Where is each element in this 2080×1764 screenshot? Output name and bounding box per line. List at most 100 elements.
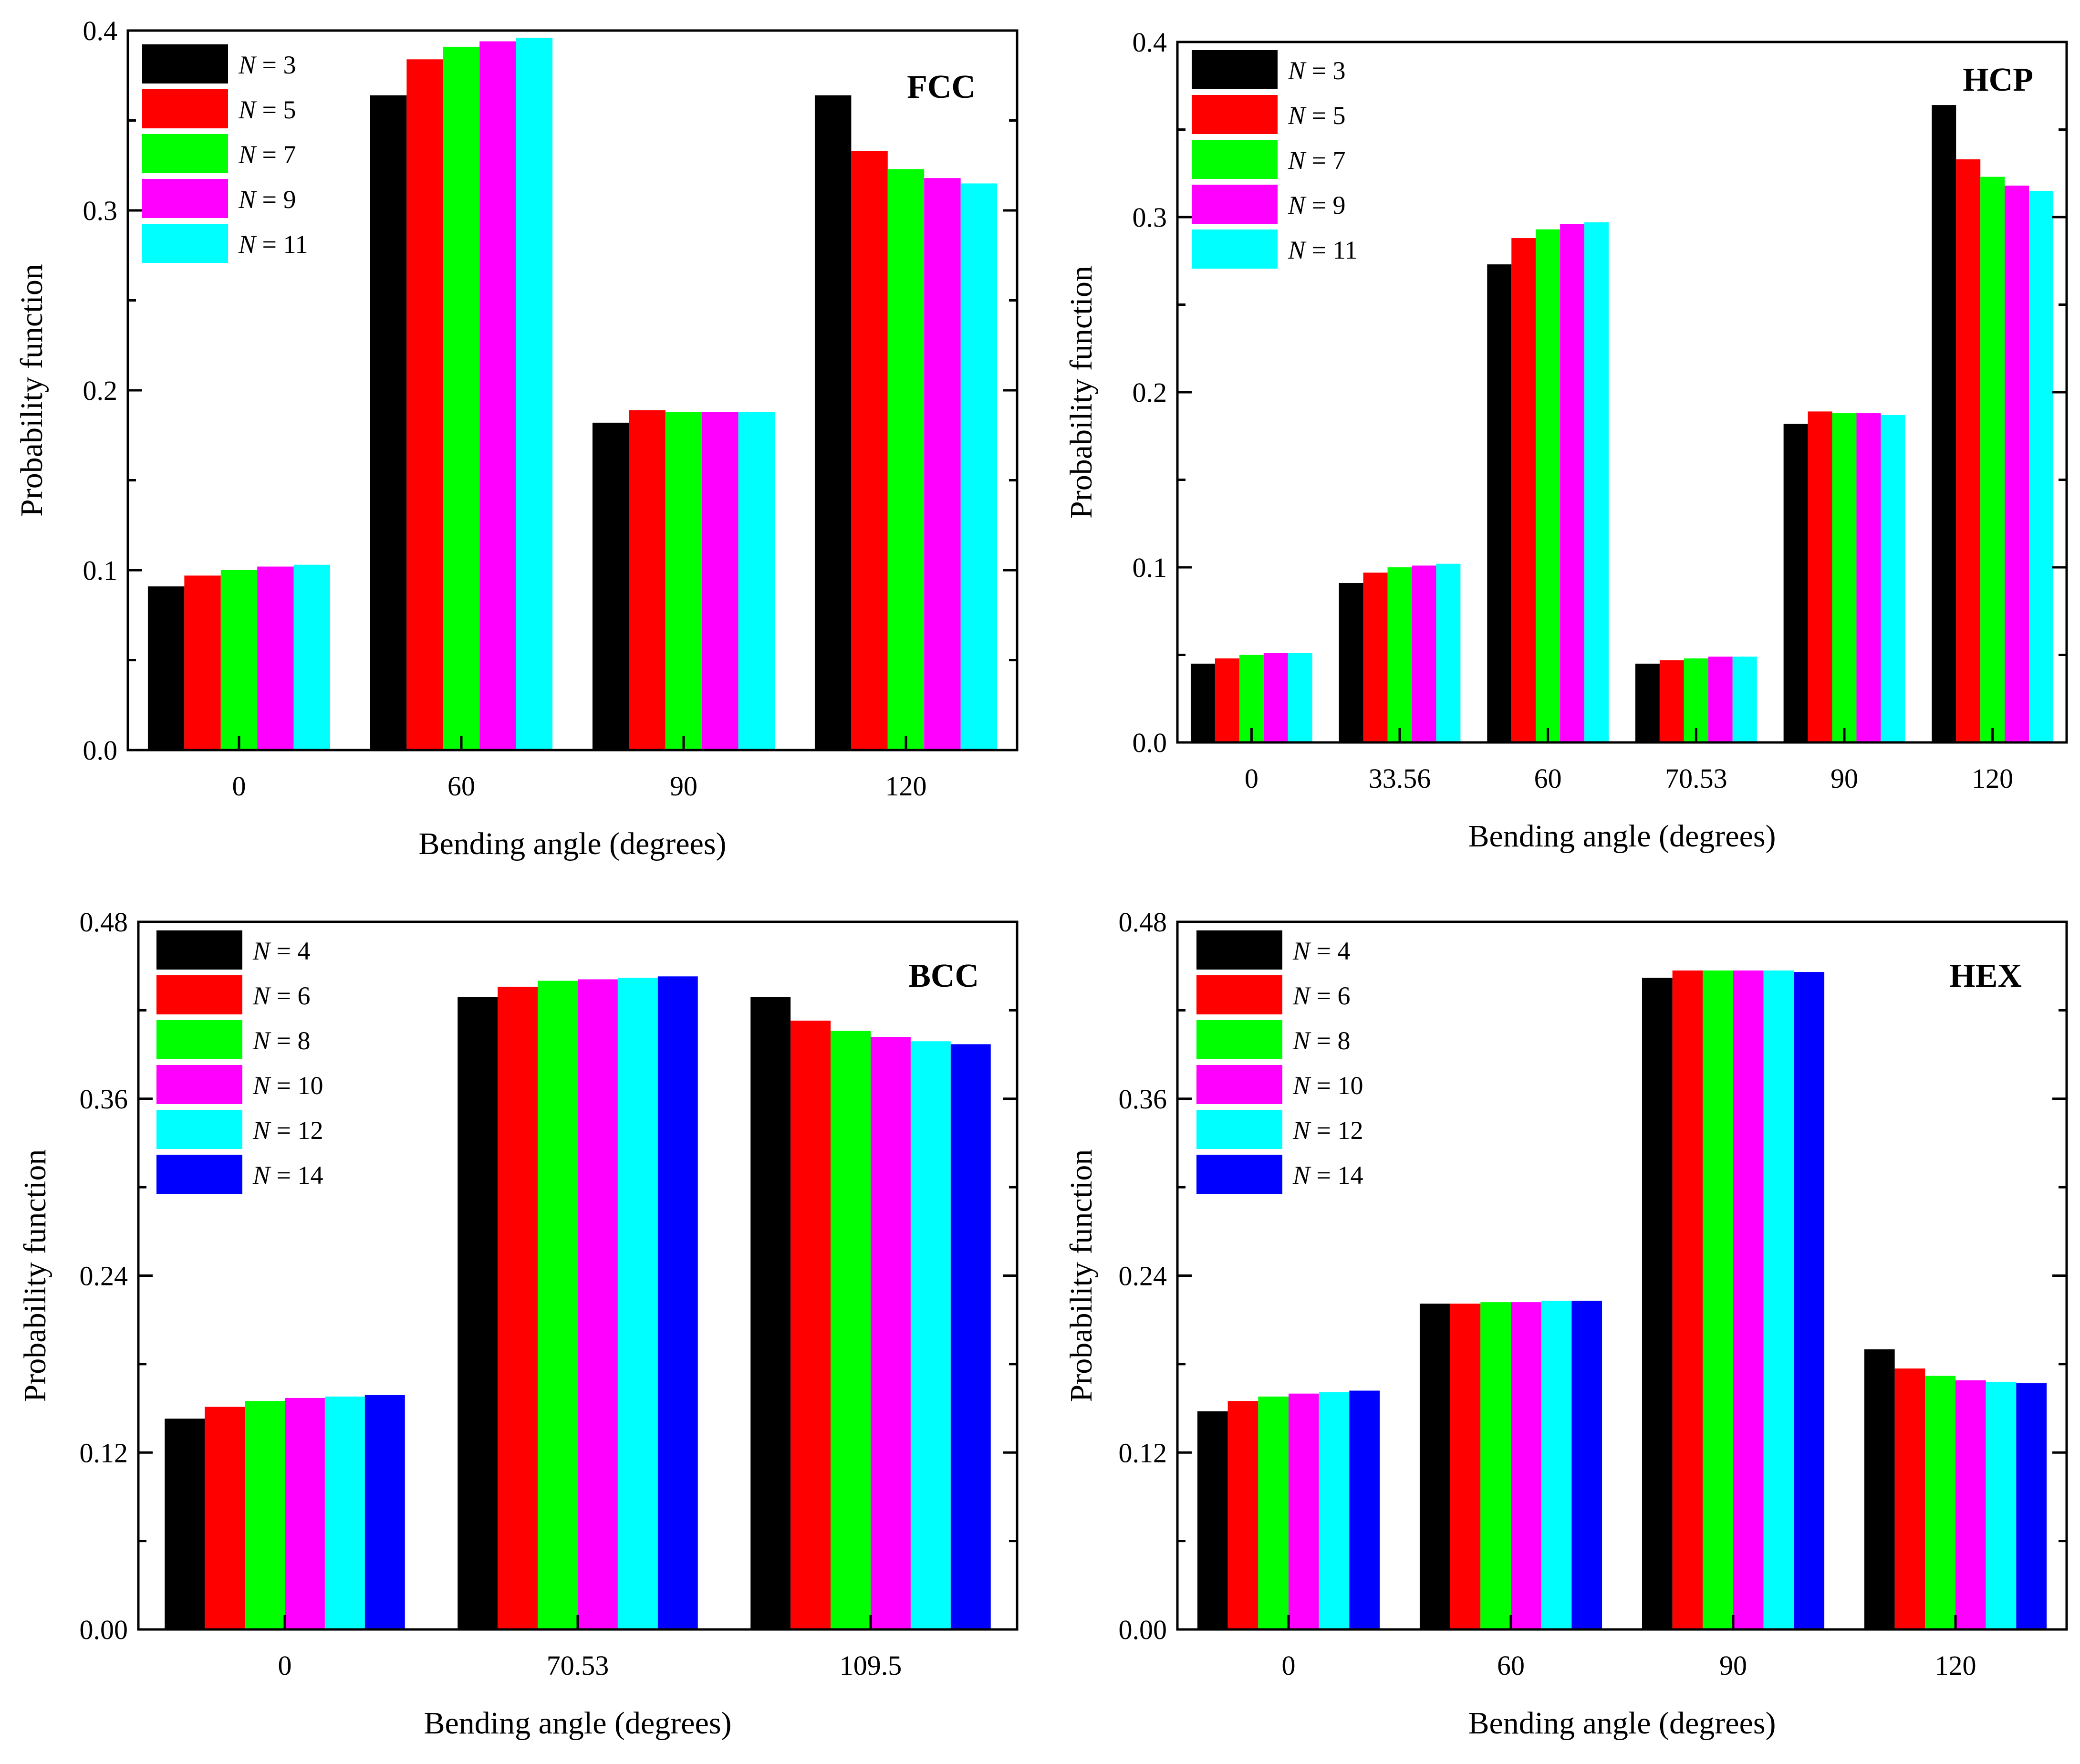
legend-label: N = 4 <box>252 937 311 965</box>
x-tick-label: 120 <box>1935 1650 1976 1681</box>
legend-swatch <box>1192 185 1278 224</box>
legend-label-value: = 14 <box>270 1161 323 1190</box>
bar-hcp-n3-33_56 <box>1339 583 1363 742</box>
bar-bcc-n12-0 <box>324 1396 365 1629</box>
bar-hcp-n3-70_53 <box>1635 663 1660 742</box>
bar-bcc-n8-70_53 <box>538 981 578 1629</box>
bar-bcc-n12-109_5 <box>910 1041 951 1629</box>
bar-hex-n10-90 <box>1733 970 1764 1629</box>
legend-label: N = 10 <box>1292 1071 1363 1100</box>
legend-label-variable: N <box>1288 236 1307 264</box>
legend-label: N = 3 <box>238 51 296 79</box>
bar-hcp-n9-90 <box>1856 413 1881 742</box>
legend-label: N = 9 <box>1288 191 1346 219</box>
x-tick-label: 33.56 <box>1369 763 1431 794</box>
legend-label: N = 10 <box>252 1071 323 1100</box>
x-tick-label: 109.5 <box>840 1650 902 1681</box>
legend: N = 4N = 6N = 8N = 10N = 12N = 14 <box>1196 930 1363 1194</box>
x-tick-label: 70.53 <box>1665 763 1727 794</box>
bar-hex-n8-0 <box>1258 1396 1289 1629</box>
bar-fcc-n9-0 <box>257 566 294 750</box>
bar-fcc-n5-60 <box>406 59 443 751</box>
legend-label-value: = 8 <box>1310 1026 1350 1055</box>
bar-hcp-n11-33_56 <box>1436 564 1461 742</box>
legend-label-variable: N <box>252 937 271 965</box>
x-tick-label: 70.53 <box>547 1650 609 1681</box>
panel-bcc: 0.00 0.12 0.24 0.36 0.48 0 70.53 109.5 Bending a… <box>18 907 1019 1741</box>
legend-swatch <box>1196 1020 1282 1059</box>
bar-fcc-n7-60 <box>443 46 480 750</box>
bar-fcc-n5-0 <box>184 575 221 750</box>
legend-label-value: = 6 <box>1310 981 1350 1010</box>
legend-label-variable: N <box>252 1071 271 1100</box>
bar-hex-n12-0 <box>1319 1392 1350 1629</box>
bar-hcp-n3-60 <box>1487 264 1512 742</box>
y-tick-label: 0.0 <box>1133 727 1167 758</box>
bar-hex-n14-60 <box>1571 1301 1602 1629</box>
panel-fcc: 0.0 0.1 0.2 0.3 0.4 0 60 90 120 Bending angle (de… <box>14 15 1019 861</box>
legend-swatch <box>156 1020 242 1059</box>
legend-label-value: = 7 <box>1305 146 1345 175</box>
bar-fcc-n3-60 <box>370 95 407 751</box>
bar-hcp-n9-0 <box>1263 653 1288 742</box>
legend-label-value: = 3 <box>256 51 296 79</box>
y-tick-label: 0.3 <box>83 195 118 226</box>
y-tick-label: 0.4 <box>1133 27 1167 58</box>
bar-hcp-n11-120 <box>2029 190 2054 743</box>
y-tick-label: 0.24 <box>1119 1261 1167 1292</box>
bar-hcp-n5-70_53 <box>1659 660 1684 742</box>
y-tick-label: 0.00 <box>80 1614 128 1645</box>
legend-label: N = 7 <box>1288 146 1346 175</box>
legend-label-value: = 10 <box>1310 1071 1363 1100</box>
legend-label-variable: N <box>1292 1026 1311 1055</box>
y-axis-title: Probability function <box>1064 1149 1099 1402</box>
y-tick-label: 0.24 <box>80 1261 128 1292</box>
bar-fcc-n7-120 <box>887 169 925 750</box>
x-tick-label: 90 <box>1719 1650 1747 1681</box>
bar-bcc-n6-0 <box>205 1407 245 1629</box>
legend-label-value: = 14 <box>1310 1161 1363 1190</box>
y-tick-label: 0.2 <box>1133 377 1167 408</box>
x-tick-label: 60 <box>1534 763 1562 794</box>
bar-hex-n14-120 <box>2016 1383 2047 1629</box>
y-tick-label: 0.3 <box>1133 202 1167 233</box>
bar-hcp-n5-120 <box>1956 159 1981 742</box>
x-axis-title: Bending angle (degrees) <box>1468 819 1776 854</box>
bar-hex-n6-60 <box>1450 1304 1481 1629</box>
legend-label-variable: N <box>1288 146 1307 175</box>
legend: N = 3N = 5N = 7N = 9N = 11 <box>142 44 308 263</box>
bar-bcc-n10-70_53 <box>578 979 618 1629</box>
bar-fcc-n11-90 <box>738 412 775 750</box>
structure-label: BCC <box>908 958 979 994</box>
bar-fcc-n5-120 <box>851 151 888 751</box>
legend-label-variable: N <box>1288 101 1307 130</box>
legend-label-value: = 9 <box>256 185 296 214</box>
y-tick-label: 0.12 <box>1119 1437 1167 1468</box>
bar-bcc-n8-109_5 <box>831 1031 871 1629</box>
y-tick-label: 0.0 <box>83 735 118 766</box>
legend-swatch <box>1192 230 1278 269</box>
y-tick-label: 0.1 <box>1133 552 1167 583</box>
legend-swatch <box>156 1110 242 1149</box>
legend-label-value: = 6 <box>270 981 310 1010</box>
legend-swatch <box>142 134 228 173</box>
legend-label-value: = 11 <box>1305 236 1357 264</box>
legend-swatch <box>1192 50 1278 89</box>
legend-label-variable: N <box>238 51 257 79</box>
bar-fcc-n9-120 <box>924 178 961 750</box>
bar-hcp-n3-120 <box>1932 105 1956 742</box>
legend-label-value: = 4 <box>270 937 310 965</box>
bar-hcp-n9-33_56 <box>1412 565 1436 742</box>
bar-hcp-n9-60 <box>1560 224 1585 743</box>
bar-hcp-n11-0 <box>1288 653 1312 742</box>
bar-bcc-n14-70_53 <box>657 976 698 1629</box>
x-tick-label: 60 <box>447 771 475 802</box>
bar-fcc-n7-90 <box>665 412 702 750</box>
bar-fcc-n11-60 <box>516 38 553 751</box>
legend-label: N = 12 <box>1292 1116 1363 1145</box>
structure-label: FCC <box>907 69 976 105</box>
x-tick-label: 120 <box>885 771 927 802</box>
x-tick-label: 60 <box>1497 1650 1525 1681</box>
